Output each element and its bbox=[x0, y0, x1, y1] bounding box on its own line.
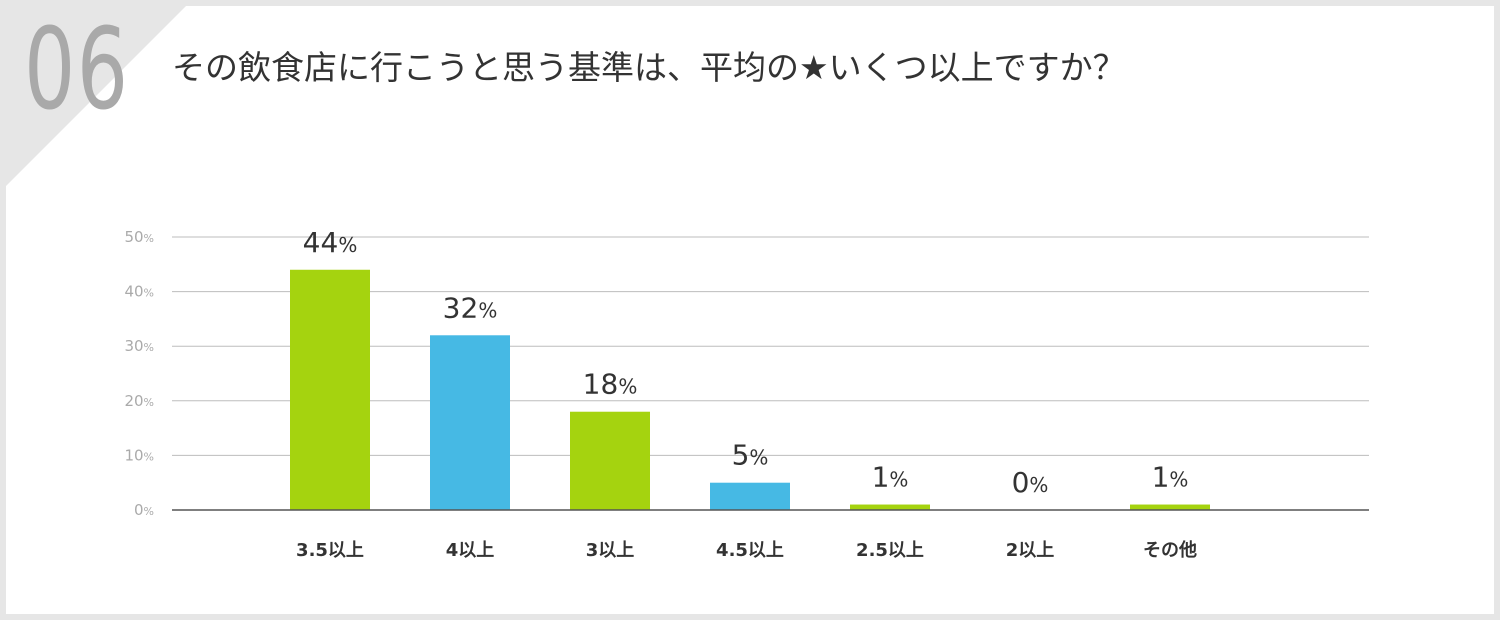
y-tick-label: 0% bbox=[134, 501, 154, 519]
data-label: 0% bbox=[1012, 466, 1049, 499]
bar bbox=[710, 482, 790, 510]
bar bbox=[570, 411, 650, 510]
x-tick-label: 2.5以上 bbox=[856, 540, 924, 561]
x-tick-label: 4以上 bbox=[446, 540, 495, 561]
chart-title: その飲食店に行こうと思う基準は、平均の★いくつ以上ですか？ bbox=[172, 48, 1126, 87]
bar bbox=[290, 269, 370, 510]
data-label: 18% bbox=[583, 368, 638, 401]
data-label: 1% bbox=[1152, 461, 1189, 494]
data-label: 44% bbox=[303, 226, 358, 259]
x-tick-label: 4.5以上 bbox=[716, 540, 784, 561]
chart-card: 06 その飲食店に行こうと思う基準は、平均の★いくつ以上ですか？ bbox=[6, 6, 1494, 614]
data-label: 5% bbox=[732, 439, 769, 472]
bar bbox=[1130, 504, 1210, 510]
bar bbox=[850, 504, 930, 510]
x-tick-label: 3以上 bbox=[586, 540, 635, 561]
x-tick-label: 3.5以上 bbox=[296, 540, 364, 561]
y-tick-label: 10% bbox=[124, 446, 154, 464]
x-tick-label: その他 bbox=[1143, 539, 1197, 561]
y-tick-label: 20% bbox=[124, 392, 154, 410]
question-number: 06 bbox=[24, 5, 130, 135]
x-tick-label: 2以上 bbox=[1006, 540, 1055, 561]
data-label: 1% bbox=[872, 461, 909, 494]
bar bbox=[430, 335, 510, 510]
data-label: 32% bbox=[443, 291, 498, 324]
y-tick-label: 50% bbox=[124, 228, 154, 246]
y-tick-label: 30% bbox=[124, 337, 154, 355]
y-tick-label: 40% bbox=[124, 283, 154, 301]
